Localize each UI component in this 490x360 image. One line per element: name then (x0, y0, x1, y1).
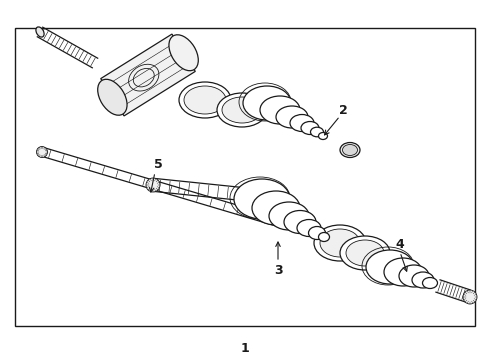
Ellipse shape (422, 278, 438, 288)
Ellipse shape (269, 202, 309, 230)
Text: 4: 4 (395, 238, 404, 251)
Text: 5: 5 (154, 158, 162, 171)
Polygon shape (101, 34, 196, 116)
Ellipse shape (320, 229, 360, 257)
Ellipse shape (311, 127, 323, 137)
Ellipse shape (276, 106, 308, 128)
Ellipse shape (217, 93, 267, 127)
Circle shape (36, 147, 48, 158)
Text: 1: 1 (241, 342, 249, 355)
Ellipse shape (243, 86, 291, 120)
Ellipse shape (399, 265, 429, 287)
Ellipse shape (343, 144, 358, 156)
Ellipse shape (252, 191, 300, 225)
Ellipse shape (36, 27, 44, 37)
Ellipse shape (346, 240, 384, 266)
Text: 2: 2 (339, 104, 347, 117)
Ellipse shape (297, 220, 321, 237)
Text: 3: 3 (274, 264, 282, 276)
Ellipse shape (260, 96, 300, 124)
Circle shape (146, 178, 160, 192)
Circle shape (463, 290, 477, 304)
Ellipse shape (412, 272, 434, 288)
Ellipse shape (309, 226, 325, 239)
Ellipse shape (184, 86, 226, 114)
Ellipse shape (340, 236, 390, 270)
Ellipse shape (169, 35, 198, 71)
Ellipse shape (314, 225, 366, 261)
Ellipse shape (284, 211, 316, 234)
Ellipse shape (222, 97, 262, 123)
Ellipse shape (179, 82, 231, 118)
Ellipse shape (384, 258, 422, 286)
Bar (15, 28, 475, 326)
Ellipse shape (366, 250, 414, 284)
Ellipse shape (290, 114, 314, 131)
Ellipse shape (98, 79, 127, 115)
Ellipse shape (318, 132, 327, 139)
Ellipse shape (301, 122, 319, 135)
Ellipse shape (318, 233, 329, 242)
Ellipse shape (340, 143, 360, 158)
Ellipse shape (234, 179, 290, 219)
